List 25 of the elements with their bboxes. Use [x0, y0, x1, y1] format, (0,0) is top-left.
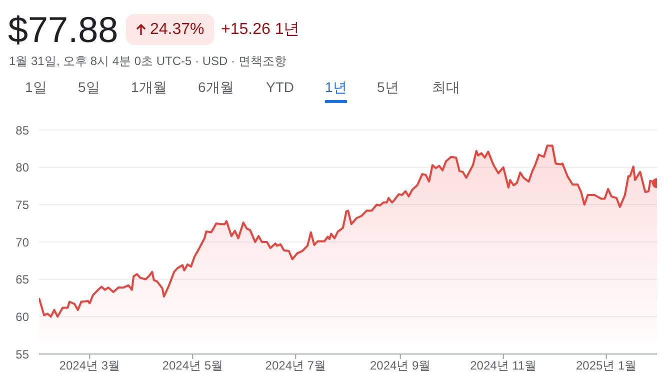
y-tick-label: 80: [16, 160, 30, 175]
y-tick-label: 70: [16, 235, 30, 250]
text: 최대: [432, 79, 460, 97]
x-tick-label: 2024년 11월: [470, 358, 537, 373]
text: 1일: [25, 79, 47, 97]
chart-title: $77.88: [8, 8, 118, 52]
y-tick-label: 55: [16, 347, 30, 362]
x-tick-label: 2025년 1월: [576, 358, 637, 373]
text: 6개월: [198, 79, 234, 97]
x-tick-label: 2024년 9월: [370, 358, 431, 373]
y-tick-label: 60: [16, 310, 30, 324]
text: 24.37%: [150, 20, 204, 38]
text: YTD: [266, 79, 294, 97]
y-tick-label: 85: [16, 123, 30, 138]
text: 1개월: [131, 79, 167, 97]
x-tick-label: 2024년 5월: [162, 358, 224, 373]
y-tick-label: 65: [16, 272, 30, 287]
text: +15.26 1년: [221, 20, 300, 40]
chart-subtitle: 1월 31일, 오후 8시 4분 0초 UTC-5 · USD · 면책조항: [9, 53, 286, 70]
x-tick-label: 2024년 7월: [265, 358, 326, 373]
y-tick-label: 75: [16, 198, 30, 212]
text: 5년: [377, 79, 399, 97]
text: 1년: [325, 79, 347, 103]
text: 5일: [78, 79, 100, 97]
x-tick-label: 2024년 3월: [59, 358, 120, 373]
